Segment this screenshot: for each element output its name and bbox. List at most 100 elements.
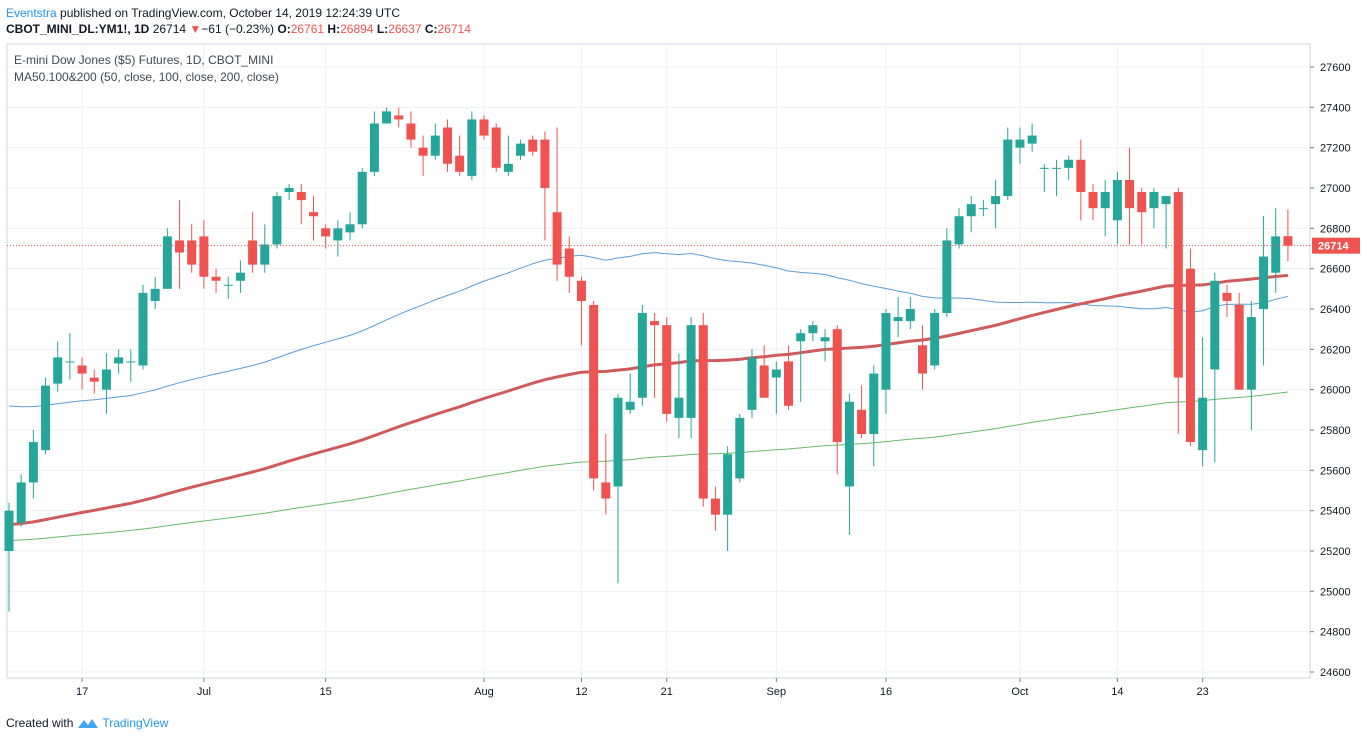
- low-value: 26637: [388, 22, 422, 36]
- candle-down: [528, 139, 538, 152]
- candle-up: [53, 357, 63, 384]
- candle-up: [674, 397, 684, 418]
- candle-down: [662, 325, 672, 414]
- candle-down: [552, 212, 562, 265]
- candle-up: [65, 361, 75, 363]
- x-tick-label: 12: [575, 686, 587, 698]
- indicator-label[interactable]: MA50.100&200 (50, close, 100, close, 200…: [14, 70, 279, 84]
- symbol-quote-line: CBOT_MINI_DL:YM1!, 1D 26714 ▼−61 (−0.23%…: [6, 21, 471, 37]
- y-tick-label: 25600: [1320, 465, 1351, 477]
- candle-down: [540, 139, 550, 188]
- tradingview-brand[interactable]: TradingView: [102, 716, 169, 730]
- candle-down: [89, 377, 99, 382]
- candle-up: [126, 361, 136, 363]
- candle-down: [1283, 236, 1293, 246]
- published-text: published on TradingView.com, October 14…: [56, 6, 401, 20]
- candle-up: [382, 111, 392, 124]
- candle-down: [442, 127, 452, 164]
- ma100-line: [8, 273, 1289, 527]
- candle-up: [1015, 139, 1025, 148]
- ma50-line: [8, 252, 1289, 408]
- candle-down: [1137, 192, 1147, 213]
- candle-up: [723, 454, 733, 515]
- y-tick-label: 26000: [1320, 385, 1351, 397]
- candle-up: [625, 401, 635, 410]
- candle-up: [1246, 317, 1256, 390]
- candle-up: [1198, 397, 1208, 451]
- candle-up: [101, 369, 111, 390]
- footer: Created with TradingView: [6, 716, 168, 730]
- candle-up: [114, 357, 124, 364]
- candle-up: [284, 188, 294, 193]
- y-tick-label: 26200: [1320, 344, 1351, 356]
- high-value: 26894: [340, 22, 374, 36]
- author-link[interactable]: Eventstra: [6, 6, 57, 20]
- candle-up: [1027, 135, 1037, 144]
- x-tick-label: 17: [76, 686, 88, 698]
- last-price-label: 26714: [1318, 241, 1349, 253]
- candle-up: [430, 135, 440, 156]
- candle-up: [235, 272, 245, 281]
- candle-down: [1076, 159, 1086, 193]
- candle-up: [162, 236, 172, 289]
- down-arrow-icon: ▼: [189, 22, 202, 36]
- x-tick-label: Sep: [767, 686, 787, 698]
- candle-up: [1039, 167, 1049, 169]
- candle-down: [321, 228, 331, 237]
- candle-down: [1185, 268, 1195, 443]
- candle-down: [918, 345, 927, 374]
- candle-down: [309, 212, 318, 217]
- x-tick-label: Jul: [197, 686, 211, 698]
- y-tick-label: 27200: [1320, 143, 1351, 155]
- created-with-text: Created with: [6, 716, 74, 730]
- open-label: O:: [277, 22, 291, 36]
- candle-up: [369, 123, 379, 172]
- candle-up: [942, 240, 952, 314]
- candle-up: [881, 313, 891, 390]
- y-tick-label: 26600: [1320, 264, 1351, 276]
- candle-down: [1234, 304, 1244, 390]
- x-tick-label: Oct: [1011, 686, 1028, 698]
- candle-down: [710, 498, 720, 515]
- candle-up: [1003, 139, 1013, 197]
- candle-up: [905, 309, 915, 322]
- x-tick-label: 16: [880, 686, 892, 698]
- x-tick-label: 14: [1111, 686, 1123, 698]
- candle-up: [28, 442, 38, 483]
- candle-down: [394, 115, 404, 120]
- candle-up: [503, 163, 513, 172]
- open-value: 26761: [290, 22, 325, 36]
- close-value: 26714: [437, 22, 471, 36]
- y-tick-label: 27400: [1320, 102, 1351, 114]
- candle-up: [686, 325, 696, 418]
- candle-up: [869, 373, 879, 435]
- candle-up: [796, 333, 806, 342]
- candle-up: [1161, 196, 1171, 205]
- candle-up: [41, 385, 51, 451]
- candle-up: [150, 288, 160, 301]
- candle-down: [187, 240, 197, 265]
- close-label: C:: [424, 22, 438, 36]
- y-tick-label: 24800: [1320, 627, 1351, 639]
- candle-down: [211, 276, 221, 281]
- candle-down: [650, 321, 660, 326]
- candle-down: [175, 240, 185, 253]
- candle-down: [1088, 192, 1098, 209]
- candle-down: [857, 409, 867, 435]
- x-tick-label: Aug: [474, 686, 494, 698]
- candle-up: [1210, 280, 1220, 370]
- candle-down: [564, 248, 574, 277]
- candle-up: [1064, 159, 1074, 168]
- candle-up: [637, 313, 647, 398]
- candle-up: [954, 216, 964, 245]
- candle-down: [199, 236, 209, 277]
- candle-down: [248, 240, 258, 265]
- candle-up: [1271, 236, 1281, 273]
- x-tick-label: 21: [661, 686, 673, 698]
- candle-down: [77, 365, 87, 374]
- candle-up: [991, 196, 1001, 205]
- plot-frame: [6, 43, 1311, 679]
- publish-line: Eventstra published on TradingView.com, …: [6, 5, 400, 21]
- candle-down: [698, 325, 708, 499]
